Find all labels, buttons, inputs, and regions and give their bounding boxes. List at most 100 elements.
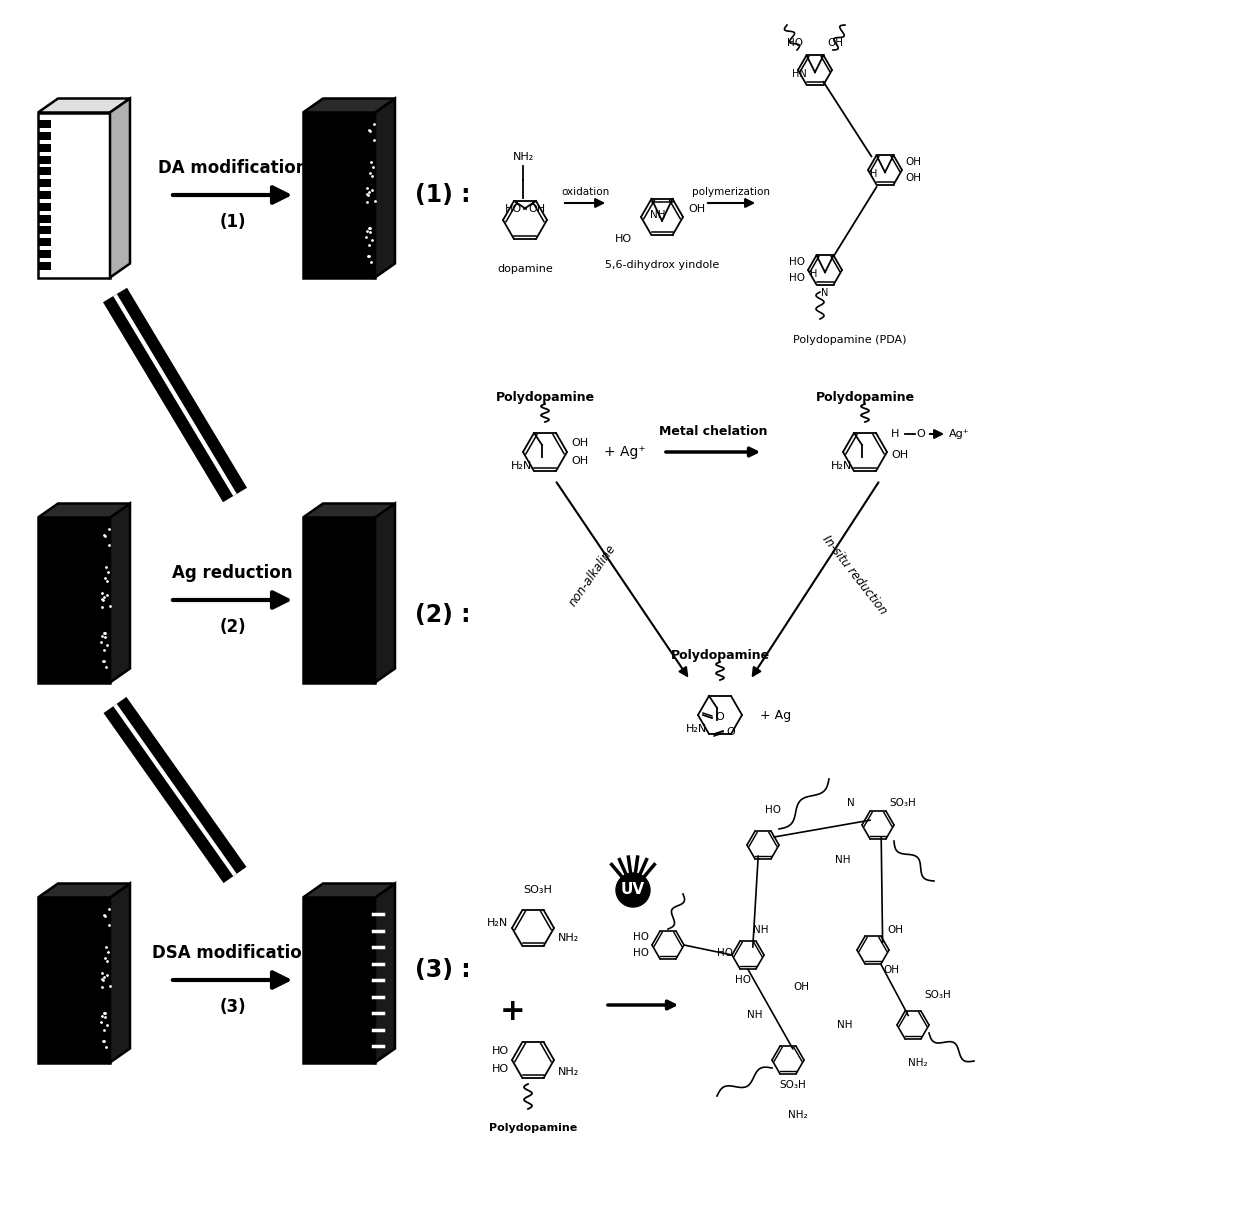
Text: H₂N: H₂N (831, 461, 852, 471)
Polygon shape (110, 883, 130, 1063)
Text: HO: HO (735, 975, 751, 985)
Text: N: N (821, 289, 828, 298)
Polygon shape (38, 121, 51, 128)
Text: OH: OH (528, 204, 546, 214)
Text: Polydopamine: Polydopamine (816, 390, 915, 403)
Text: SO₃H: SO₃H (889, 798, 916, 808)
Polygon shape (303, 99, 396, 112)
Text: HO: HO (632, 933, 649, 942)
Polygon shape (38, 226, 51, 234)
Text: In-situ reduction: In-situ reduction (820, 533, 890, 617)
Text: oxidation: oxidation (560, 187, 609, 197)
Text: H: H (869, 169, 877, 179)
Text: OH: OH (905, 157, 921, 167)
Circle shape (616, 873, 650, 907)
Text: O: O (715, 712, 724, 722)
Polygon shape (38, 883, 130, 898)
Text: H₂N: H₂N (487, 918, 508, 928)
Polygon shape (374, 504, 396, 683)
Text: NH₂: NH₂ (908, 1058, 928, 1068)
Text: NH₂: NH₂ (512, 152, 533, 162)
Text: N: N (847, 798, 854, 808)
Polygon shape (303, 898, 374, 1063)
Text: NH₂: NH₂ (558, 933, 579, 943)
Text: Polydopamine (PDA): Polydopamine (PDA) (794, 335, 906, 345)
Text: non-alkaline: non-alkaline (565, 541, 618, 609)
Polygon shape (38, 132, 51, 140)
Polygon shape (38, 215, 51, 222)
Text: +: + (500, 998, 526, 1027)
Text: OH: OH (688, 204, 706, 214)
Text: polymerization: polymerization (692, 187, 770, 197)
Text: OH: OH (827, 37, 843, 48)
Polygon shape (38, 179, 51, 187)
Text: H: H (892, 429, 899, 439)
Polygon shape (303, 883, 396, 898)
Text: (3): (3) (219, 998, 246, 1016)
Text: HO: HO (492, 1064, 508, 1074)
Text: NH₂: NH₂ (558, 1067, 579, 1078)
Polygon shape (38, 168, 51, 175)
Text: Metal chelation: Metal chelation (658, 425, 768, 439)
Text: OH: OH (883, 965, 899, 975)
Polygon shape (38, 898, 110, 1063)
Polygon shape (303, 112, 374, 278)
Text: NH: NH (837, 1020, 853, 1030)
Text: O: O (916, 429, 925, 439)
Text: Polydopamine: Polydopamine (496, 390, 594, 403)
Text: H₂N: H₂N (511, 461, 532, 471)
Text: (1): (1) (219, 213, 246, 231)
Polygon shape (38, 517, 110, 683)
Text: Polydopamine: Polydopamine (671, 649, 770, 662)
Polygon shape (110, 504, 130, 683)
Polygon shape (38, 238, 51, 246)
Text: NH: NH (753, 925, 769, 935)
Text: (2): (2) (219, 618, 246, 635)
Text: NH: NH (650, 210, 666, 220)
Text: HO: HO (787, 37, 804, 48)
Text: OH: OH (794, 982, 808, 992)
Text: H₂N: H₂N (686, 724, 707, 734)
Text: OH: OH (570, 455, 588, 466)
Text: OH: OH (892, 451, 908, 460)
Polygon shape (38, 250, 51, 259)
Text: OH: OH (570, 439, 588, 448)
Text: HO: HO (505, 204, 522, 214)
Text: SO₃H: SO₃H (925, 991, 951, 1000)
Text: O: O (725, 727, 735, 737)
Text: NH₂: NH₂ (789, 1110, 807, 1120)
Text: OH: OH (905, 173, 921, 182)
Polygon shape (374, 99, 396, 278)
Text: (1) :: (1) : (415, 182, 470, 207)
Polygon shape (110, 99, 130, 278)
Polygon shape (104, 697, 247, 883)
Text: HN: HN (792, 69, 807, 80)
Polygon shape (303, 517, 374, 683)
Text: DSA modification: DSA modification (151, 943, 314, 962)
Text: 5,6-dihydrox yindole: 5,6-dihydrox yindole (605, 260, 719, 271)
Text: DA modification: DA modification (157, 159, 308, 178)
Polygon shape (374, 883, 396, 1063)
Text: OH: OH (887, 925, 903, 935)
Polygon shape (303, 504, 396, 517)
Text: HO: HO (632, 948, 649, 958)
Polygon shape (103, 288, 247, 503)
Polygon shape (38, 112, 110, 278)
Text: SO₃H: SO₃H (780, 1080, 806, 1090)
Polygon shape (113, 704, 237, 876)
Text: + Ag⁺: + Ag⁺ (604, 445, 646, 459)
Text: (3) :: (3) : (415, 958, 471, 982)
Polygon shape (38, 144, 51, 152)
Polygon shape (38, 203, 51, 210)
Text: HO: HO (615, 234, 632, 244)
Text: dopamine: dopamine (497, 265, 553, 274)
Text: HO: HO (717, 948, 733, 958)
Text: Ag reduction: Ag reduction (172, 564, 293, 582)
Text: H: H (810, 269, 817, 279)
Text: NH: NH (748, 1010, 763, 1020)
Polygon shape (38, 191, 51, 199)
Polygon shape (38, 504, 130, 517)
Text: HO: HO (765, 805, 781, 815)
Text: UV: UV (621, 883, 645, 898)
Text: Polydopamine: Polydopamine (489, 1123, 577, 1133)
